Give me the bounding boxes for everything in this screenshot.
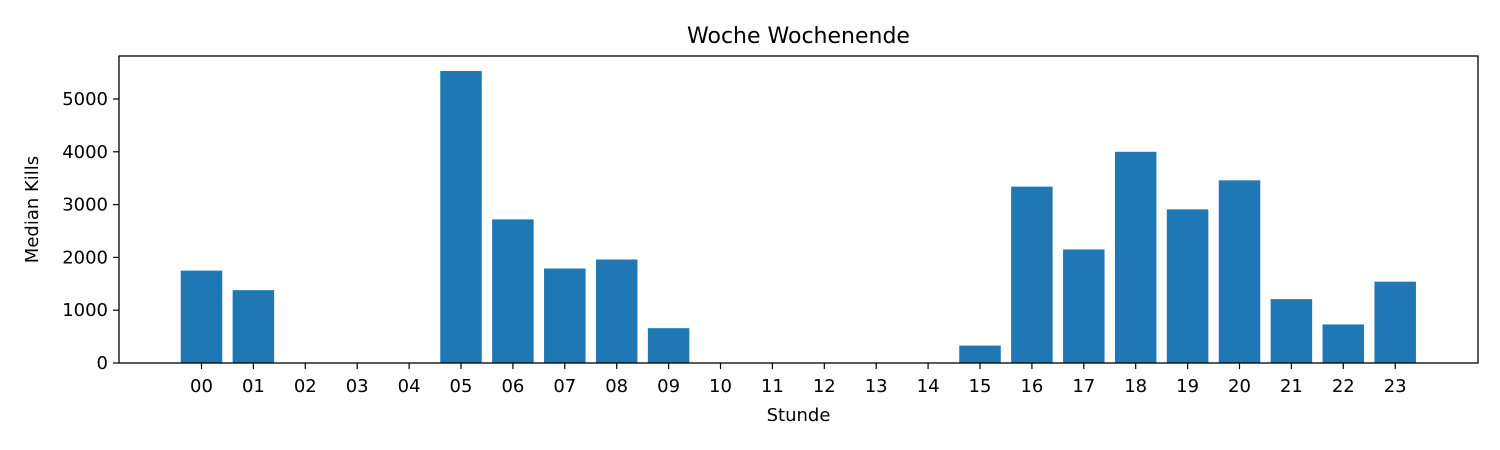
- x-tick-label: 11: [761, 376, 784, 397]
- x-tick-label: 14: [917, 376, 940, 397]
- bar-15: [959, 345, 1001, 363]
- bar-07: [544, 268, 586, 363]
- x-tick-label: 05: [450, 376, 473, 397]
- y-axis-label: Median Kills: [22, 156, 43, 263]
- x-tick-label: 08: [605, 376, 628, 397]
- x-tick-label: 16: [1020, 376, 1043, 397]
- x-tick-label: 10: [709, 376, 732, 397]
- x-tick-label: 21: [1280, 376, 1303, 397]
- x-tick-label: 09: [657, 376, 680, 397]
- chart-title: Woche Wochenende: [687, 24, 910, 49]
- x-axis-label: Stunde: [767, 405, 831, 426]
- x-tick-label: 06: [501, 376, 524, 397]
- bar-01: [232, 290, 275, 363]
- x-tick-label: 13: [865, 376, 888, 397]
- y-tick-label: 3000: [62, 195, 108, 216]
- bar-06: [492, 219, 534, 363]
- y-tick-label: 1000: [62, 300, 108, 321]
- bar-09: [647, 328, 690, 363]
- x-tick-label: 15: [969, 376, 992, 397]
- x-tick-label: 22: [1332, 376, 1355, 397]
- plot-frame: [118, 55, 1479, 364]
- x-tick-label: 07: [553, 376, 576, 397]
- x-tick-label: 17: [1072, 376, 1095, 397]
- bar-18: [1114, 151, 1157, 363]
- bar-00: [180, 270, 223, 363]
- x-tick-label: 04: [398, 376, 421, 397]
- bar-19: [1166, 209, 1209, 363]
- x-tick-label: 01: [242, 376, 265, 397]
- bar-16: [1011, 186, 1053, 363]
- bar-22: [1322, 324, 1365, 363]
- bar-23: [1374, 281, 1416, 363]
- bar-group: [180, 71, 1416, 364]
- x-tick-label: 18: [1124, 376, 1147, 397]
- bar-08: [595, 259, 638, 363]
- y-tick-label: 2000: [62, 247, 108, 268]
- y-axis: 0 1000 2000 3000 4000 5000: [62, 89, 119, 374]
- bar-17: [1063, 249, 1105, 363]
- y-tick-label: 5000: [62, 89, 108, 110]
- x-tick-label: 19: [1176, 376, 1199, 397]
- y-tick-label: 0: [97, 353, 108, 374]
- bar-21: [1270, 299, 1313, 363]
- x-tick-label: 23: [1384, 376, 1407, 397]
- x-tick-label: 12: [813, 376, 836, 397]
- x-tick-label: 03: [346, 376, 369, 397]
- x-tick-label: 20: [1228, 376, 1251, 397]
- x-tick-label: 02: [294, 376, 317, 397]
- bar-05: [440, 71, 482, 364]
- x-axis: 00 01 02 03 04 05 06 07 08 09 10 11 12 13 14 15 16 17 18 19…: [190, 363, 1407, 397]
- y-tick-label: 4000: [62, 142, 108, 163]
- bar-20: [1218, 180, 1261, 363]
- x-tick-label: 00: [190, 376, 213, 397]
